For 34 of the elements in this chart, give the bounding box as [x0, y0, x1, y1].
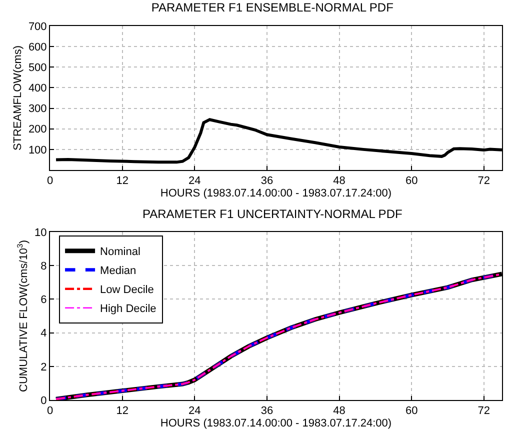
x-tick-label: 60: [405, 175, 418, 188]
y-tick-label: 4: [40, 328, 47, 340]
legend-label: Nominal: [100, 246, 140, 258]
y-tick-label: 2: [40, 361, 47, 374]
x-tick-label: 60: [405, 405, 418, 418]
x-axis-title: HOURS (1983.07.14.00:00 - 1983.07.17.24:00): [160, 417, 392, 430]
y-tick-label: 10: [34, 226, 47, 239]
x-tick-label: 36: [260, 175, 274, 188]
chart-title: PARAMETER F1 ENSEMBLE-NORMAL PDF: [151, 0, 394, 14]
y-tick-label: 0: [40, 394, 47, 407]
legend-label: Low Decile: [100, 284, 154, 296]
x-tick-label: 36: [260, 405, 274, 418]
x-axis-title: HOURS (1983.07.14.00:00 - 1983.07.17.24:00): [160, 187, 392, 200]
x-tick-label: 72: [478, 175, 490, 188]
chart-title: PARAMETER F1 UNCERTAINTY-NORMAL PDF: [142, 206, 402, 221]
x-tick-label: 48: [333, 405, 346, 418]
legend-label: Median: [100, 265, 136, 278]
y-tick-label: 200: [28, 124, 47, 136]
x-tick-label: 24: [188, 175, 201, 188]
y-tick-label: 600: [28, 41, 47, 54]
y-tick-label: 8: [40, 260, 47, 272]
y-tick-label: 300: [28, 103, 47, 116]
y-tick-label: 400: [28, 82, 47, 95]
x-tick-label: 12: [116, 175, 128, 188]
y-tick-label: 6: [40, 294, 47, 306]
x-tick-label: 24: [188, 405, 201, 418]
y-tick-label: 100: [28, 144, 47, 156]
y-tick-label: 700: [28, 20, 47, 33]
y-axis-title: STREAMFLOW(cms): [12, 45, 24, 151]
y-tick-label: 500: [28, 62, 47, 74]
legend-label: High Decile: [100, 303, 156, 316]
x-tick-label: 12: [116, 405, 128, 418]
x-tick-label: 72: [478, 405, 490, 418]
x-tick-label: 48: [333, 175, 346, 188]
